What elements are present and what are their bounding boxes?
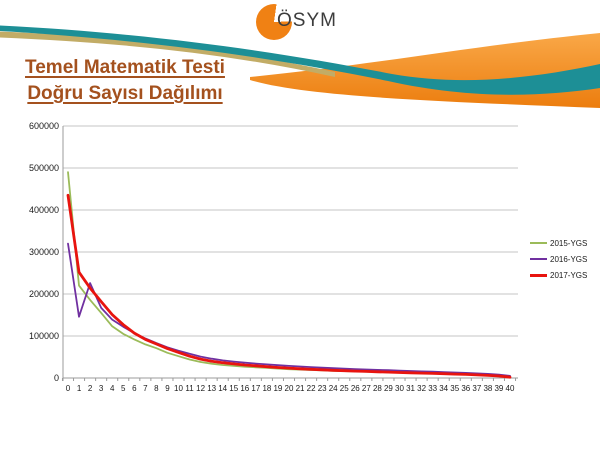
svg-text:37: 37 xyxy=(472,384,481,393)
svg-text:31: 31 xyxy=(406,384,415,393)
legend-label: 2017-YGS xyxy=(550,270,588,280)
svg-text:0: 0 xyxy=(66,384,71,393)
svg-text:30: 30 xyxy=(395,384,404,393)
legend-item-2016: 2016-YGS xyxy=(530,251,587,267)
line-chart: 0 100000 200000 300000 400000 500000 600000 0 1 2… xyxy=(25,118,595,400)
svg-text:26: 26 xyxy=(351,384,360,393)
svg-text:8: 8 xyxy=(154,384,159,393)
svg-text:300000: 300000 xyxy=(29,247,59,257)
svg-text:29: 29 xyxy=(384,384,393,393)
svg-text:5: 5 xyxy=(121,384,126,393)
legend-line-sample-2017 xyxy=(530,273,547,277)
slide-title-line1: Temel Matematik Testi xyxy=(25,57,225,78)
legend-label: 2016-YGS xyxy=(550,254,588,264)
osym-logo-text: ÖSYM xyxy=(277,10,337,31)
decorative-swoosh-graphic xyxy=(0,25,600,108)
slide-title: Temel Matematik Testi Doğru Sayısı Dağıl… xyxy=(6,55,244,107)
svg-text:19: 19 xyxy=(273,384,282,393)
legend-line-sample-2016 xyxy=(530,258,547,260)
svg-text:39: 39 xyxy=(494,384,503,393)
svg-text:0: 0 xyxy=(54,373,59,383)
svg-text:6: 6 xyxy=(132,384,137,393)
svg-text:23: 23 xyxy=(318,384,327,393)
svg-text:32: 32 xyxy=(417,384,426,393)
svg-text:25: 25 xyxy=(340,384,349,393)
svg-text:500000: 500000 xyxy=(29,163,59,173)
svg-text:28: 28 xyxy=(373,384,382,393)
svg-text:14: 14 xyxy=(218,384,227,393)
legend-item-2017: 2017-YGS xyxy=(530,267,587,283)
svg-text:36: 36 xyxy=(461,384,470,393)
svg-text:11: 11 xyxy=(185,384,194,393)
svg-text:38: 38 xyxy=(483,384,492,393)
svg-text:17: 17 xyxy=(251,384,260,393)
svg-text:33: 33 xyxy=(428,384,437,393)
svg-text:21: 21 xyxy=(296,384,305,393)
svg-text:13: 13 xyxy=(207,384,216,393)
svg-text:22: 22 xyxy=(307,384,316,393)
svg-text:3: 3 xyxy=(99,384,104,393)
svg-text:12: 12 xyxy=(196,384,205,393)
svg-text:35: 35 xyxy=(450,384,459,393)
svg-text:4: 4 xyxy=(110,384,115,393)
legend-item-2015: 2015-YGS xyxy=(530,235,587,251)
svg-text:1: 1 xyxy=(77,384,82,393)
svg-text:2: 2 xyxy=(88,384,93,393)
svg-text:27: 27 xyxy=(362,384,371,393)
svg-text:100000: 100000 xyxy=(29,331,59,341)
svg-text:200000: 200000 xyxy=(29,289,59,299)
osym-logo-mark-icon xyxy=(256,4,292,40)
svg-text:400000: 400000 xyxy=(29,205,59,215)
chart-legend: 2015-YGS 2016-YGS 2017-YGS xyxy=(530,235,587,283)
svg-text:7: 7 xyxy=(143,384,148,393)
svg-text:9: 9 xyxy=(165,384,170,393)
svg-text:40: 40 xyxy=(506,384,515,393)
swoosh-tan-band xyxy=(0,31,335,77)
slide-title-line2: Doğru Sayısı Dağılımı xyxy=(27,83,223,104)
svg-text:34: 34 xyxy=(439,384,448,393)
swoosh-orange-band xyxy=(250,33,600,108)
svg-text:10: 10 xyxy=(174,384,183,393)
legend-line-sample-2015 xyxy=(530,242,547,244)
svg-text:600000: 600000 xyxy=(29,121,59,131)
svg-text:15: 15 xyxy=(229,384,238,393)
swoosh-teal-band xyxy=(0,25,600,95)
svg-text:18: 18 xyxy=(262,384,271,393)
legend-label: 2015-YGS xyxy=(550,238,588,248)
svg-text:24: 24 xyxy=(329,384,338,393)
svg-text:16: 16 xyxy=(240,384,249,393)
svg-text:20: 20 xyxy=(285,384,294,393)
